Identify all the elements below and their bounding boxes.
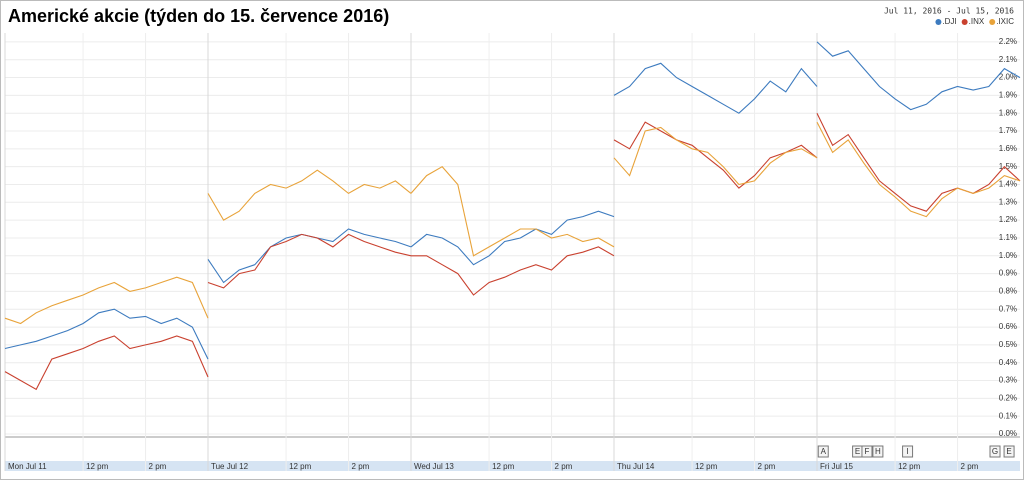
event-flag-label: H xyxy=(875,447,881,456)
x-tick-label: Fri Jul 15 xyxy=(820,462,853,471)
legend-swatch xyxy=(989,19,996,25)
event-flag-label: F xyxy=(865,447,870,456)
x-axis-band xyxy=(5,461,1020,471)
x-tick-label: 2 pm xyxy=(149,462,167,471)
y-tick-label: 1.2% xyxy=(999,215,1017,224)
y-tick-label: 0.3% xyxy=(999,376,1017,385)
x-tick-label: 12 pm xyxy=(695,462,718,471)
y-tick-label: 0.2% xyxy=(999,393,1017,402)
x-tick-label: 2 pm xyxy=(961,462,979,471)
y-tick-label: 0.8% xyxy=(999,287,1017,296)
y-tick-label: 2.1% xyxy=(999,55,1017,64)
x-tick-label: 12 pm xyxy=(898,462,921,471)
event-flag-label: E xyxy=(1006,447,1011,456)
event-flag xyxy=(989,445,1001,458)
legend-swatch xyxy=(961,19,968,25)
y-tick-label: 1.4% xyxy=(999,180,1017,189)
event-flag-label: G xyxy=(992,447,998,456)
legend-label: .IXIC xyxy=(996,17,1014,26)
y-tick-label: 1.6% xyxy=(999,144,1017,153)
x-tick-label: Mon Jul 11 xyxy=(8,462,47,471)
y-tick-label: 2.2% xyxy=(999,37,1017,46)
y-tick-label: 0.5% xyxy=(999,340,1017,349)
x-tick-label: Thu Jul 14 xyxy=(617,462,655,471)
legend-swatch xyxy=(935,19,942,25)
y-tick-label: 0.7% xyxy=(999,304,1017,313)
x-tick-label: 12 pm xyxy=(492,462,515,471)
series-line xyxy=(4,112,1021,391)
event-flag xyxy=(902,445,914,458)
x-tick-label: 2 pm xyxy=(555,462,573,471)
x-tick-label: 12 pm xyxy=(289,462,312,471)
chart-title: Americké akcie (týden do 15. července 20… xyxy=(8,6,389,26)
y-tick-label: 0.9% xyxy=(999,269,1017,278)
x-tick-label: 2 pm xyxy=(352,462,370,471)
x-tick-label: Tue Jul 12 xyxy=(211,462,249,471)
y-tick-label: 2.0% xyxy=(999,73,1017,82)
y-tick-label: 0.4% xyxy=(999,358,1017,367)
y-tick-label: 0.6% xyxy=(999,322,1017,331)
y-tick-label: 1.1% xyxy=(999,233,1017,242)
x-tick-label: 12 pm xyxy=(86,462,109,471)
x-tick-label: 2 pm xyxy=(758,462,776,471)
event-flag-label: A xyxy=(821,447,827,456)
event-flag xyxy=(817,445,829,458)
date-range: Jul 11, 2016 - Jul 15, 2016 xyxy=(884,7,1014,16)
legend-label: .DJI xyxy=(942,17,956,26)
series-line xyxy=(4,121,1021,325)
event-flag-label: E xyxy=(855,447,860,456)
event-flag xyxy=(1003,445,1015,458)
y-tick-label: 1.7% xyxy=(999,126,1017,135)
y-tick-label: 0.0% xyxy=(999,429,1017,438)
y-tick-label: 1.5% xyxy=(999,162,1017,171)
event-flag xyxy=(861,445,873,458)
y-tick-label: 1.8% xyxy=(999,108,1017,117)
legend-label: .INX xyxy=(969,17,985,26)
event-flag xyxy=(872,445,884,458)
event-flag-label: I xyxy=(906,447,908,456)
y-tick-label: 0.1% xyxy=(999,411,1017,420)
y-tick-label: 1.3% xyxy=(999,197,1017,206)
x-tick-label: Wed Jul 13 xyxy=(414,462,454,471)
y-tick-label: 1.0% xyxy=(999,251,1017,260)
y-tick-label: 1.9% xyxy=(999,90,1017,99)
